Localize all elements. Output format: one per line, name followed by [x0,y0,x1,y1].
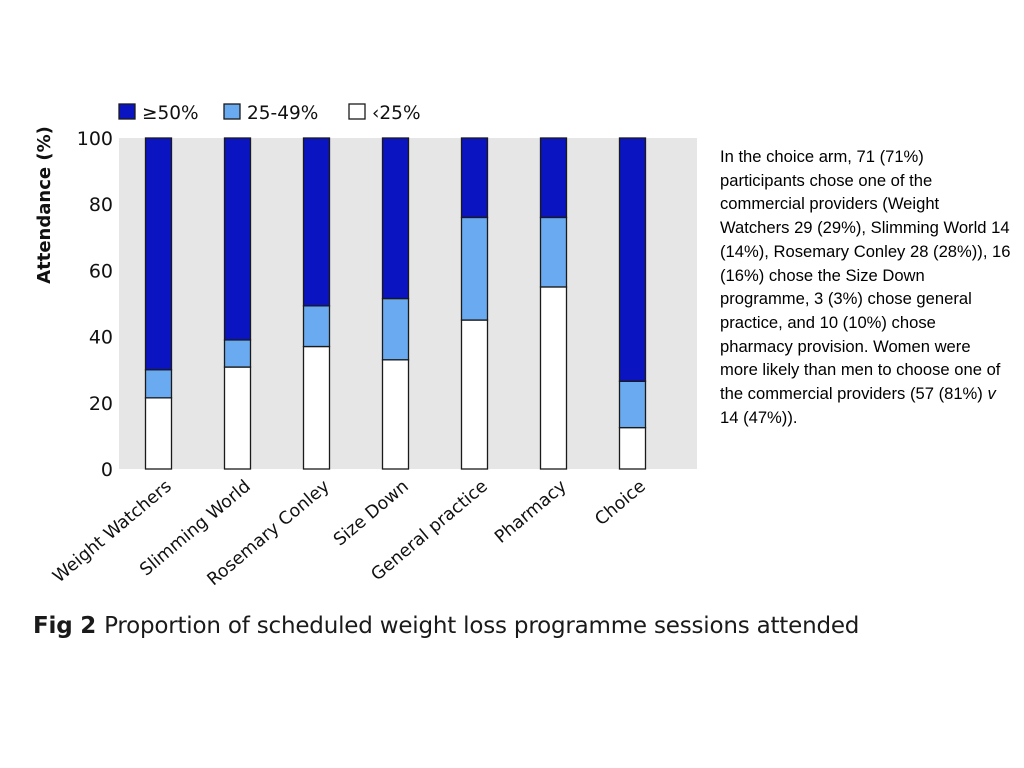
description-text: In the choice arm, 71 (71%) participants… [720,145,1012,429]
bar-stack [381,137,410,470]
legend-label: ‹25% [372,103,421,124]
y-axis-ticks: 0 20 40 60 80 100 [77,128,113,481]
bar-segment [460,137,489,219]
legend-label: 25-49% [247,103,318,124]
bar-segment [223,339,252,368]
x-tick-label: Size Down [330,477,413,551]
bar-stack [302,137,331,470]
bar-segment [539,216,568,288]
bar-segment [381,137,410,300]
bar-segment [618,137,647,382]
bar-segment [144,369,173,399]
legend-swatch [223,103,241,120]
legend-item: 25-49% [223,103,318,124]
y-tick-label: 80 [89,194,113,216]
bar-stack [460,137,489,470]
bar-stack [144,137,173,470]
bar-segment [302,137,331,307]
bar-stack [223,137,252,470]
bar-segment [144,397,173,470]
bar-stack [618,137,647,470]
bar-segment [381,359,410,470]
figure-label: Fig 2 [33,613,97,639]
bar-segment [460,319,489,470]
bar-segment [618,426,647,470]
y-tick-label: 100 [77,128,113,150]
legend-swatch [348,103,366,120]
bar-segment [381,297,410,361]
x-tick-label: Pharmacy [491,477,571,548]
bar-segment [223,137,252,341]
bar-segment [539,286,568,470]
figure-caption: Fig 2 Proportion of scheduled weight loss… [33,613,859,639]
bar-segment [223,366,252,470]
bar-segment [302,345,331,470]
bar-segment [302,305,331,348]
description-italic: v [987,384,996,404]
x-tick-label: Choice [591,477,649,530]
y-axis-label: Attendance (%) [34,126,55,284]
y-tick-label: 40 [89,327,113,349]
legend-label: ≥50% [142,103,199,124]
bar-groups [144,137,647,470]
bar-segment [460,216,489,321]
legend: ≥50% 25-49% ‹25% [118,103,421,124]
y-tick-label: 60 [89,260,113,282]
description-main: In the choice arm, 71 (71%) participants… [720,147,1011,404]
bar-segment [618,380,647,429]
y-tick-label: 0 [101,459,113,481]
figure-caption-text: Proportion of scheduled weight loss prog… [104,613,860,639]
legend-item: ≥50% [118,103,199,124]
bar-segment [539,137,568,219]
bar-segment [144,137,173,371]
y-tick-label: 20 [89,393,113,415]
description-tail: 14 (47%)). [720,407,798,427]
legend-swatch [118,103,136,120]
legend-item: ‹25% [348,103,421,124]
bar-stack [539,137,568,470]
